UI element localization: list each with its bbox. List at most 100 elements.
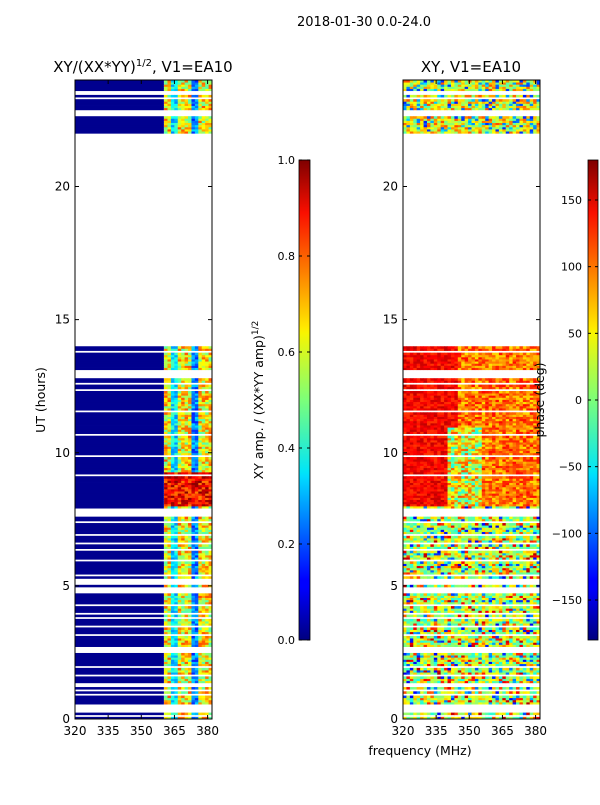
- heatmap-cell: [205, 353, 209, 356]
- heatmap-cell: [181, 696, 185, 699]
- heatmap-cell: [444, 593, 448, 596]
- heatmap-cell: [174, 391, 178, 394]
- heatmap-cell: [472, 653, 476, 656]
- heatmap-cell: [406, 627, 410, 630]
- heatmap-cell: [444, 687, 448, 690]
- heatmap-cell: [523, 551, 527, 554]
- heatmap-cell: [174, 653, 178, 656]
- heatmap-cell: [492, 517, 496, 520]
- heatmap-cell: [468, 561, 472, 564]
- heatmap-cell: [430, 713, 434, 716]
- heatmap-cell: [482, 585, 486, 588]
- colorbar-tick-label: 0.8: [278, 250, 296, 263]
- heatmap-cell: [403, 544, 407, 547]
- heatmap-cell: [444, 517, 448, 520]
- heatmap-cell: [502, 523, 506, 526]
- heatmap-cell: [181, 353, 185, 356]
- heatmap-cell: [434, 551, 438, 554]
- heatmap-cell: [465, 551, 469, 554]
- heatmap-cell: [461, 668, 465, 671]
- heatmap-cell: [406, 576, 410, 579]
- heatmap-cell: [420, 687, 424, 690]
- heatmap-cell: [441, 523, 445, 526]
- heatmap-cell: [178, 391, 182, 394]
- heatmap-cell: [427, 627, 431, 630]
- heatmap-cell: [174, 615, 178, 618]
- heatmap-cell: [468, 536, 472, 539]
- heatmap-cell: [451, 551, 455, 554]
- heatmap-cell: [506, 619, 510, 622]
- heatmap-cell: [485, 619, 489, 622]
- heatmap-cell: [427, 696, 431, 699]
- heatmap-cell: [410, 691, 414, 694]
- heatmap-cell: [167, 691, 171, 694]
- left-ylabel: UT (hours): [33, 367, 48, 433]
- heatmap-cell: [434, 696, 438, 699]
- heatmap-cell: [478, 593, 482, 596]
- heatmap-cell: [519, 523, 523, 526]
- heatmap-cell: [424, 561, 428, 564]
- heatmap-row: [75, 606, 164, 609]
- heatmap-cell: [185, 713, 189, 716]
- heatmap-cell: [489, 593, 493, 596]
- heatmap-cell: [434, 536, 438, 539]
- heatmap-cell: [181, 385, 185, 388]
- heatmap-cell: [174, 627, 178, 630]
- heatmap-cell: [495, 544, 499, 547]
- heatmap-cell: [174, 606, 178, 609]
- heatmap-cell: [406, 687, 410, 690]
- heatmap-cell: [403, 593, 407, 596]
- heatmap-cell: [448, 585, 452, 588]
- heatmap-cell: [427, 593, 431, 596]
- heatmap-cell: [519, 676, 523, 679]
- heatmap-cell: [526, 668, 530, 671]
- heatmap-cell: [516, 544, 520, 547]
- heatmap-cell: [485, 687, 489, 690]
- heatmap-cell: [519, 606, 523, 609]
- heatmap-cell: [191, 576, 195, 579]
- heatmap-cell: [502, 544, 506, 547]
- heatmap-cell: [513, 551, 517, 554]
- heatmap-cell: [461, 536, 465, 539]
- heatmap-cell: [205, 713, 209, 716]
- heatmap-cell: [526, 523, 530, 526]
- heatmap-cell: [424, 523, 428, 526]
- heatmap-cell: [417, 561, 421, 564]
- heatmap-cell: [191, 378, 195, 381]
- heatmap-cell: [465, 576, 469, 579]
- heatmap-cell: [444, 713, 448, 716]
- left-cb-label-main: XY amp. / (XX*YY amp): [251, 335, 266, 479]
- heatmap-cell: [427, 615, 431, 618]
- heatmap-cell: [205, 412, 209, 415]
- heatmap-cell: [424, 544, 428, 547]
- heatmap-cell: [461, 696, 465, 699]
- colorbar-tick-label: 0.0: [278, 634, 296, 647]
- heatmap-cell: [475, 627, 479, 630]
- heatmap-cell: [526, 627, 530, 630]
- heatmap-cell: [171, 561, 175, 564]
- heatmap-cell: [502, 691, 506, 694]
- heatmap-cell: [434, 615, 438, 618]
- heatmap-cell: [205, 593, 209, 596]
- heatmap-cell: [437, 696, 441, 699]
- heatmap-cell: [181, 593, 185, 596]
- heatmap-cell: [441, 713, 445, 716]
- heatmap-cell: [465, 687, 469, 690]
- heatmap-cell: [202, 691, 206, 694]
- heatmap-cell: [178, 346, 182, 349]
- heatmap-cell: [413, 687, 417, 690]
- heatmap-cell: [495, 696, 499, 699]
- heatmap-cell: [202, 457, 206, 460]
- heatmap-cell: [171, 116, 175, 119]
- heatmap-cell: [458, 585, 462, 588]
- heatmap-cell: [448, 606, 452, 609]
- heatmap-cell: [492, 606, 496, 609]
- heatmap-cell: [478, 517, 482, 520]
- heatmap-cell: [533, 687, 537, 690]
- heatmap-cell: [191, 606, 195, 609]
- heatmap-cell: [420, 561, 424, 564]
- heatmap-cell: [185, 676, 189, 679]
- heatmap-cell: [444, 606, 448, 609]
- heatmap-cell: [526, 593, 530, 596]
- heatmap-cell: [202, 116, 206, 119]
